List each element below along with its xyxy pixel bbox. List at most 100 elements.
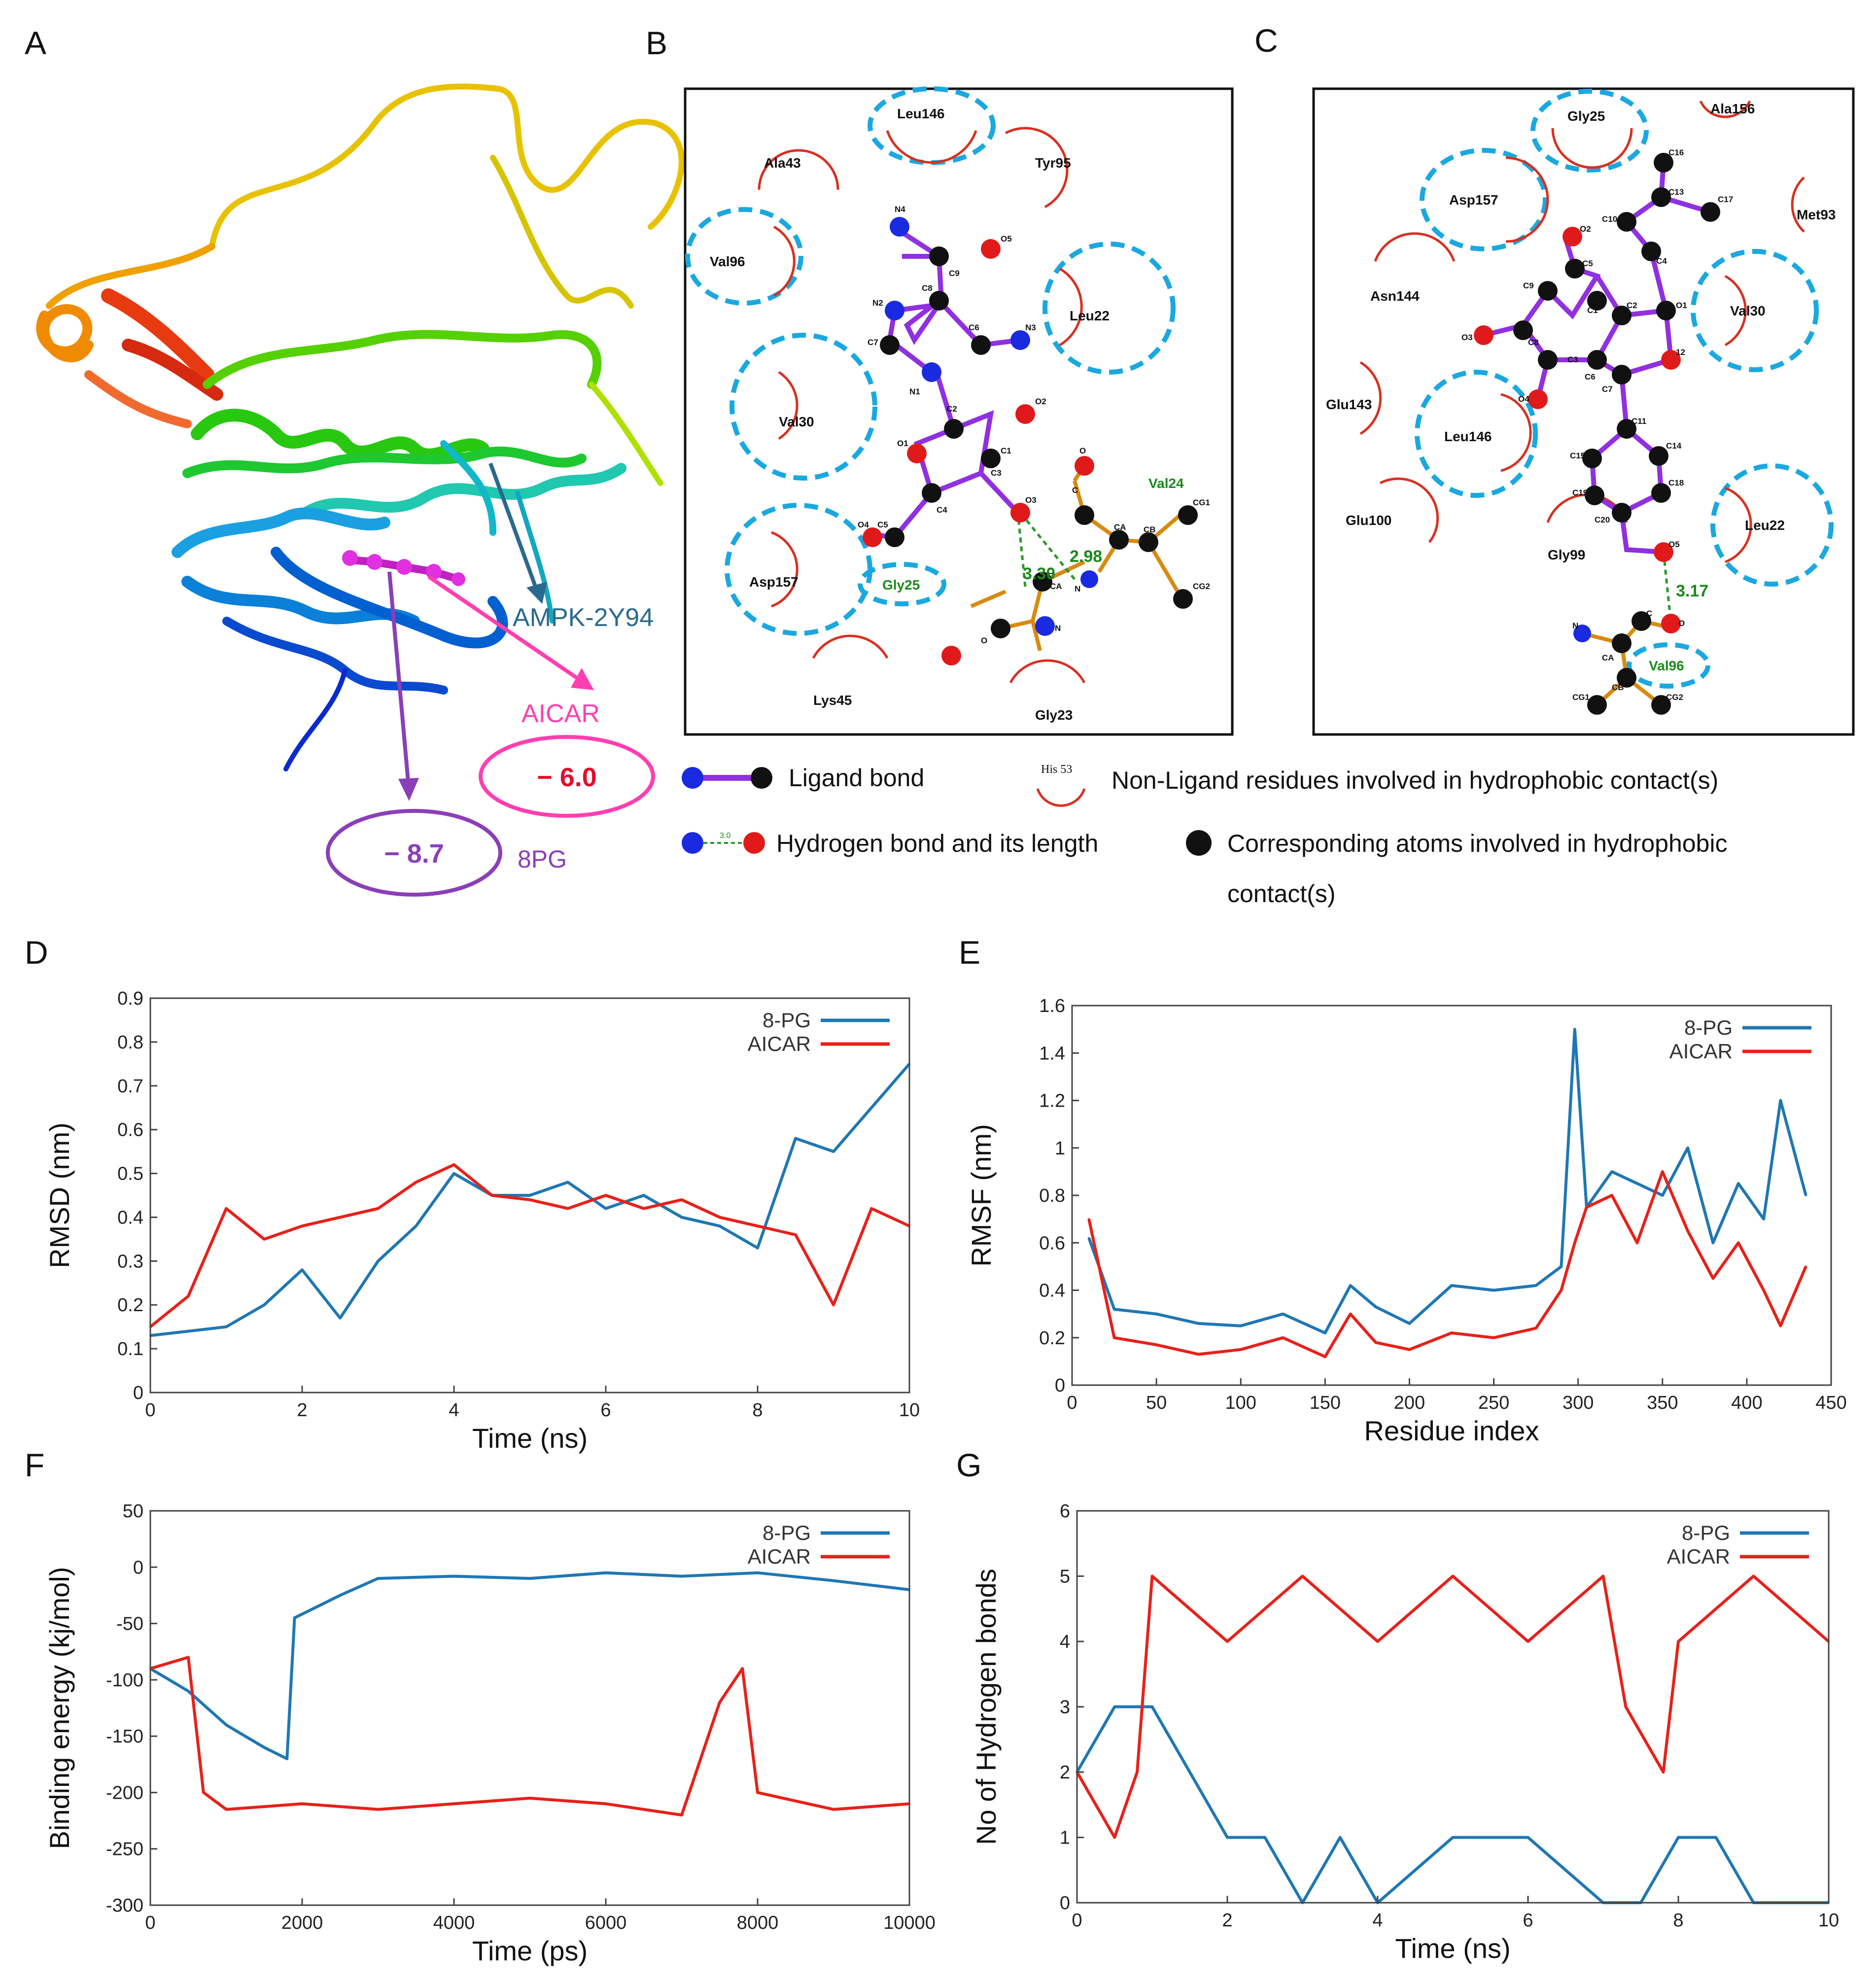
chart-d-xtick-label: 6 xyxy=(600,1400,611,1421)
chart-f-xtick-label: 8000 xyxy=(737,1913,779,1933)
svg-text:N4: N4 xyxy=(895,205,905,214)
ligplot-b xyxy=(685,86,1198,684)
svg-text:Asp157: Asp157 xyxy=(1449,192,1498,208)
svg-text:C14: C14 xyxy=(1666,441,1682,451)
chart-d-point xyxy=(263,1238,265,1240)
chart-d-point xyxy=(339,1216,341,1219)
svg-text:C11: C11 xyxy=(1632,417,1646,426)
chart-e-xtick-label: 0 xyxy=(1067,1393,1077,1413)
chart-e-point xyxy=(1408,1322,1411,1325)
protein-arrow-head xyxy=(526,582,547,604)
chart-g-xtick-label: 0 xyxy=(1072,1910,1082,1931)
svg-text:O3: O3 xyxy=(1025,495,1037,505)
chart-g-xlabel: Time (ns) xyxy=(1395,1933,1510,1964)
chart-e-ytick-label: 0.6 xyxy=(1039,1233,1065,1254)
chart-d-point xyxy=(225,1325,227,1328)
svg-text:C: C xyxy=(1646,609,1652,618)
chart-d-rmsd: 0 2 4 6 8 10 0 0.1 0.2 0.3 0.4 0.5 0.6 0.7 0.8 0.9 Time … xyxy=(44,988,920,1454)
chart-g-point xyxy=(1715,1836,1717,1839)
chart-d-point xyxy=(795,1234,797,1236)
chart-d-point xyxy=(491,1194,493,1196)
chart-e-xtick-label: 250 xyxy=(1478,1393,1509,1413)
chart-d-ytick-label: 0.5 xyxy=(117,1164,143,1185)
chart-d-xtick-label: 8 xyxy=(752,1400,763,1421)
svg-text:C7: C7 xyxy=(868,338,878,347)
svg-text:Ligand bond: Ligand bond xyxy=(789,764,924,792)
chart-e-point xyxy=(1535,1284,1537,1287)
chart-f-frame xyxy=(149,1510,910,1906)
chart-f-point xyxy=(377,1808,379,1811)
svg-text:Leu22: Leu22 xyxy=(1745,518,1785,533)
chart-e-point xyxy=(1805,1265,1807,1268)
chart-g-point xyxy=(1377,1640,1379,1642)
svg-text:N: N xyxy=(1572,621,1578,630)
chart-e-point xyxy=(1611,1194,1613,1196)
chart-g-point xyxy=(1677,1836,1679,1839)
chart-d-ytick-label: 0.4 xyxy=(117,1207,143,1228)
chart-e-point xyxy=(1155,1313,1158,1315)
chart-f-point xyxy=(286,1757,288,1760)
svg-text:Gly25: Gly25 xyxy=(882,577,920,593)
chart-d-ytick-label: 0.6 xyxy=(117,1120,143,1141)
chart-g-series-1 xyxy=(1076,1574,1830,1839)
chart-d-point xyxy=(567,1207,569,1210)
ligplot-b-labels: Leu146 Ala43 Tyr95 Val96 Leu22 Val30 Asp… xyxy=(710,106,1210,723)
chart-e-point xyxy=(1560,1289,1563,1291)
svg-text:O4: O4 xyxy=(1518,394,1529,404)
chart-e-point xyxy=(1585,1206,1588,1209)
chart-d-legend-label: AICAR xyxy=(748,1032,811,1055)
chart-e-point xyxy=(1611,1170,1613,1173)
ligplot-c-frame xyxy=(1312,87,1855,736)
chart-g-point xyxy=(1527,1640,1529,1642)
chart-f-point xyxy=(757,1791,759,1794)
chart-d-point xyxy=(529,1198,531,1201)
svg-text:C19: C19 xyxy=(1572,488,1588,497)
chart-e-point xyxy=(1737,1242,1739,1244)
aicar-arrow xyxy=(427,575,578,680)
panel-label-f: F xyxy=(25,1447,44,1483)
chart-e-point xyxy=(1493,1336,1495,1339)
svg-text:C1: C1 xyxy=(1587,306,1598,315)
chart-e-rmsf: 0 50 100 150 200 250 300 350 400 450 0 0.2 0.4 0.6 0.8… xyxy=(966,996,1847,1446)
chart-g-point xyxy=(1527,1836,1529,1839)
svg-text:Asp157: Asp157 xyxy=(749,574,799,590)
chart-e-point xyxy=(1451,1284,1453,1287)
svg-text:Val24: Val24 xyxy=(1148,476,1184,491)
svg-text:Gly23: Gly23 xyxy=(1035,707,1073,723)
chart-g-xtick-label: 4 xyxy=(1372,1910,1383,1931)
chart-g-point xyxy=(1264,1836,1266,1839)
chart-d-legend-label: 8-PG xyxy=(763,1009,811,1032)
chart-d-point xyxy=(529,1194,531,1196)
chart-g-point xyxy=(1677,1640,1679,1642)
chart-e-point xyxy=(1805,1194,1807,1196)
chart-e-ytick-label: 0.2 xyxy=(1039,1328,1065,1349)
chart-g-xtick-label: 8 xyxy=(1673,1910,1683,1931)
svg-text:C6: C6 xyxy=(969,323,979,332)
chart-f-point xyxy=(605,1803,607,1805)
chart-d-point xyxy=(681,1216,683,1219)
chart-d-point xyxy=(187,1295,189,1297)
svg-text:C8: C8 xyxy=(922,283,933,293)
chart-g-ytick-label: 4 xyxy=(1060,1632,1070,1652)
chart-g-ytick-label: 6 xyxy=(1060,1501,1070,1522)
svg-text:C1: C1 xyxy=(1001,446,1011,455)
svg-text:Gly99: Gly99 xyxy=(1548,547,1585,562)
chart-d-xtick-label: 0 xyxy=(145,1400,155,1421)
chart-e-ytick-label: 0.8 xyxy=(1039,1186,1065,1206)
svg-text:C4: C4 xyxy=(1656,256,1667,266)
chart-d-frame xyxy=(149,997,910,1394)
chart-e-point xyxy=(1375,1306,1377,1308)
svg-text:C4: C4 xyxy=(937,505,947,515)
chart-d-xtick-label: 2 xyxy=(297,1400,307,1421)
chart-e-xtick-label: 150 xyxy=(1310,1393,1341,1413)
chart-g-ylabel: No of Hydrogen bonds xyxy=(971,1569,1002,1845)
chart-f-point xyxy=(453,1575,455,1577)
panel-label-g: G xyxy=(956,1447,981,1483)
svg-text:O2: O2 xyxy=(1580,224,1591,234)
svg-text:C18: C18 xyxy=(1668,478,1684,488)
chart-f-binding-energy: 0 2000 4000 6000 8000 10000 -300 -250 -200 -150 -1… xyxy=(44,1501,936,1966)
chart-e-ytick-label: 1.2 xyxy=(1039,1091,1065,1112)
chart-g-point xyxy=(1226,1640,1228,1642)
chart-f-ytick-label: -100 xyxy=(106,1670,143,1691)
